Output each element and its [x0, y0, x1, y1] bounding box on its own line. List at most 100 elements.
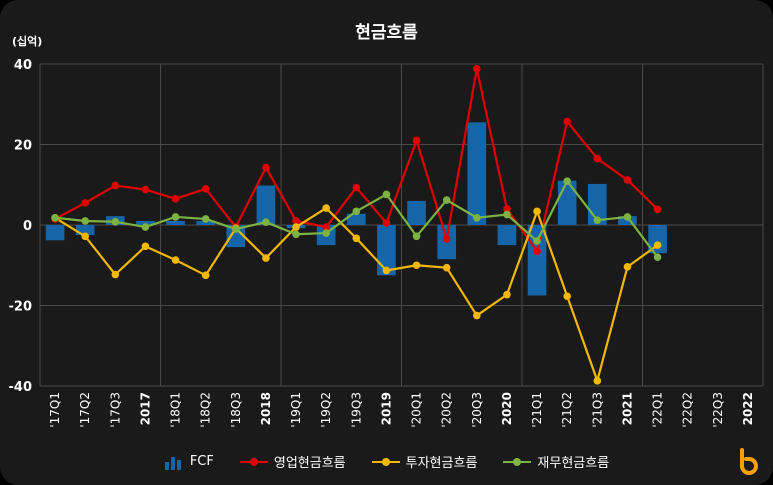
fcf-bar	[136, 220, 155, 225]
x-tick-label: '18Q1	[169, 392, 183, 428]
legend: FCF 영업현금흐름 투자현금흐름 재무현금흐름	[0, 452, 773, 471]
series-point	[653, 205, 662, 214]
series-point	[442, 235, 451, 243]
x-tick-label: '18Q3	[229, 392, 243, 428]
series-point	[171, 195, 180, 203]
x-tick-label: '19Q1	[289, 392, 303, 428]
fcf-bar	[346, 213, 366, 225]
fcf-bar	[527, 225, 547, 296]
series-point	[352, 234, 361, 243]
series-point	[292, 230, 300, 239]
x-tick-label: 2017	[138, 392, 152, 425]
series-point	[533, 237, 541, 245]
x-tick-label: 2021	[620, 392, 634, 425]
x-tick-label: '17Q1	[48, 392, 62, 428]
legend-label: 영업현금흐름	[273, 456, 346, 471]
series-point	[322, 223, 330, 231]
x-tick-label: '17Q3	[108, 392, 122, 428]
series-point	[262, 254, 270, 262]
x-tick-label: '22Q2	[681, 392, 695, 428]
y-tick-label: -40	[9, 380, 33, 395]
x-tick-label: '20Q3	[470, 392, 484, 428]
fcf-bar	[467, 122, 487, 225]
series-point	[81, 199, 89, 207]
fcf-bar	[75, 225, 95, 236]
fcf-bar	[45, 225, 65, 241]
series-point	[322, 229, 330, 237]
series-point	[262, 218, 270, 226]
y-tick-labels: 40 20 0 -20 -40	[9, 58, 33, 395]
series-point	[232, 225, 240, 233]
y-tick-label: 0	[23, 219, 32, 234]
x-tick-label: '22Q3	[711, 392, 725, 428]
fcf-bar	[557, 180, 577, 225]
legend-item-investing-cf[interactable]: 투자현금흐름	[371, 452, 477, 471]
fcf-bar	[407, 200, 426, 225]
series-point	[81, 217, 89, 225]
series-point	[141, 185, 150, 194]
series-point	[81, 232, 89, 241]
series-point	[382, 266, 391, 275]
x-tick-label: '21Q1	[530, 392, 544, 428]
legend-label: 재무현금흐름	[537, 456, 610, 471]
series-point	[141, 242, 150, 251]
x-tick-labels: '17Q1 '17Q2 '17Q3 2017 '18Q1 '18Q2 '18Q3 2018 '1…	[48, 392, 755, 428]
series-point	[171, 256, 180, 264]
series-point	[653, 253, 662, 261]
x-tick-label: '17Q2	[78, 392, 92, 428]
series-point	[503, 210, 511, 219]
y-tick-label: -20	[9, 300, 33, 315]
series-point	[201, 184, 210, 193]
series-point	[473, 311, 481, 320]
series-point	[292, 223, 300, 231]
x-tick-label: '22Q1	[651, 392, 665, 428]
series-point	[473, 65, 481, 73]
series-point	[653, 241, 662, 249]
x-tick-label: '19Q3	[349, 392, 363, 428]
series-point	[412, 261, 421, 270]
series-point	[623, 176, 632, 184]
series-point	[593, 154, 602, 163]
legend-label: FCF	[189, 454, 214, 469]
fcf-bar	[196, 220, 216, 225]
chart-title: 현금흐름	[355, 23, 418, 43]
series-point	[262, 163, 270, 172]
x-tick-label: '18Q2	[199, 392, 213, 428]
x-tick-label: 2022	[741, 392, 755, 425]
legend-line-swatch	[371, 457, 400, 466]
series-point	[563, 177, 571, 185]
series-point	[412, 136, 421, 145]
y-tick-label: 20	[14, 139, 32, 154]
series-point	[533, 247, 541, 255]
series-point	[412, 232, 421, 241]
legend-bar-swatch	[164, 456, 181, 470]
series-point	[563, 292, 571, 301]
series-point	[382, 190, 391, 199]
series-point	[111, 181, 120, 190]
grid-lines	[39, 63, 764, 387]
series-point	[533, 207, 541, 216]
legend-item-operating-cf[interactable]: 영업현금흐름	[239, 452, 346, 471]
series-point	[292, 217, 300, 225]
series-point	[141, 223, 150, 231]
x-tick-label: '21Q2	[560, 392, 574, 428]
fcf-bar	[648, 225, 667, 254]
y-axis-unit-label: (십억)	[12, 35, 43, 48]
cash-flow-chart: 40 20 0 -20 -40 '17Q1 '17Q2 '17Q3 2017 '18Q1 '18Q…	[9, 58, 764, 428]
series-point	[352, 183, 361, 192]
fcf-bar	[256, 185, 276, 225]
series-point	[352, 207, 361, 216]
series-point	[111, 270, 120, 279]
series-point	[623, 263, 632, 271]
fcf-bar	[166, 220, 185, 225]
series-point	[382, 219, 391, 227]
legend-line-swatch	[503, 457, 532, 466]
series-point	[593, 376, 602, 385]
series-point	[473, 213, 481, 222]
x-tick-label: '21Q3	[590, 392, 604, 428]
series-point	[442, 196, 451, 204]
legend-item-fcf[interactable]: FCF	[164, 454, 214, 470]
series-point	[623, 213, 632, 221]
legend-item-financing-cf[interactable]: 재무현금흐름	[503, 452, 609, 471]
